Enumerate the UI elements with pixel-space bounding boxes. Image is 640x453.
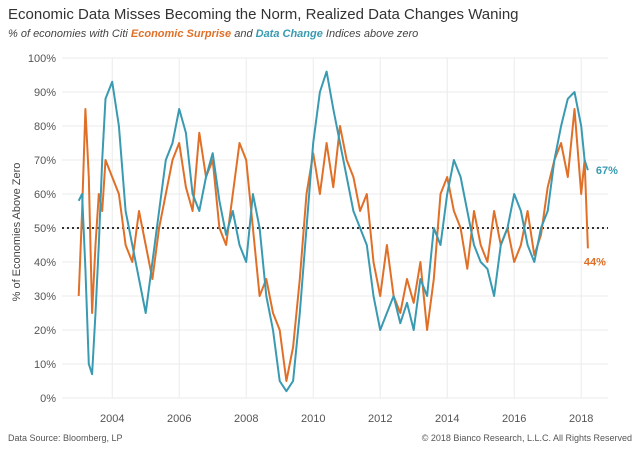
subtitle-prefix: % of economies with Citi (8, 28, 131, 40)
y-axis-ticks: 0% 10% 20% 30% 40% 50% 60% 70% 80% 90% 100% (28, 53, 56, 405)
x-tick-label: 2014 (435, 413, 459, 425)
y-tick-label: 0% (40, 393, 56, 405)
y-tick-label: 70% (34, 155, 56, 167)
surprise-end-label: 44% (584, 256, 606, 268)
subtitle-economic-surprise: Economic Surprise (130, 28, 232, 40)
subtitle-middle: and (231, 28, 256, 40)
chart-subtitle: % of economies with Citi Economic Surpri… (8, 28, 418, 40)
y-tick-label: 100% (28, 53, 56, 65)
series-layer (77, 70, 589, 393)
chart-title: Economic Data Misses Becoming the Norm, … (8, 6, 519, 23)
x-tick-label: 2010 (301, 413, 325, 425)
y-tick-label: 80% (34, 121, 56, 133)
y-tick-label: 30% (34, 291, 56, 303)
y-tick-label: 90% (34, 87, 56, 99)
x-tick-label: 2006 (167, 413, 191, 425)
y-tick-label: 40% (34, 257, 56, 269)
change-end-label: 67% (596, 165, 618, 177)
y-axis-title: % of Economies Above Zero (11, 163, 23, 302)
copyright: © 2018 Bianco Research, L.L.C. All Right… (421, 433, 632, 443)
data-source: Data Source: Bloomberg, LP (8, 433, 123, 443)
y-tick-label: 20% (34, 325, 56, 337)
subtitle-suffix: Indices above zero (322, 28, 419, 40)
x-tick-label: 2018 (569, 413, 593, 425)
y-tick-label: 60% (34, 189, 56, 201)
x-tick-label: 2004 (100, 413, 124, 425)
subtitle-data-change: Data Change (255, 28, 323, 40)
y-tick-label: 10% (34, 359, 56, 371)
x-tick-label: 2012 (368, 413, 392, 425)
x-tick-label: 2016 (502, 413, 526, 425)
y-tick-label: 50% (34, 223, 56, 235)
x-tick-label: 2008 (234, 413, 258, 425)
series-line-change (77, 70, 589, 393)
x-axis-ticks: 2004 2006 2008 2010 2012 2014 2016 2018 (100, 413, 593, 425)
